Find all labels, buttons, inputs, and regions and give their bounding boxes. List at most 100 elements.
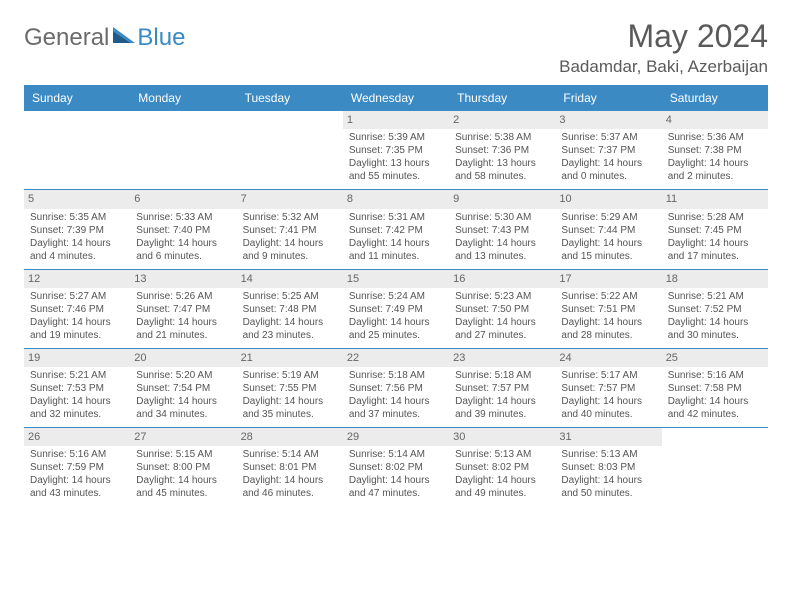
- calendar-day: 3Sunrise: 5:37 AMSunset: 7:37 PMDaylight…: [555, 111, 661, 189]
- sunset-text: Sunset: 7:44 PM: [561, 224, 655, 237]
- calendar-day: 15Sunrise: 5:24 AMSunset: 7:49 PMDayligh…: [343, 270, 449, 348]
- title-block: May 2024 Badamdar, Baki, Azerbaijan: [559, 18, 768, 77]
- brand-part2: Blue: [137, 24, 185, 52]
- sunset-text: Sunset: 8:00 PM: [136, 461, 230, 474]
- daylight-text: Daylight: 14 hours and 39 minutes.: [455, 395, 549, 421]
- dow-thursday: Thursday: [449, 85, 555, 111]
- day-number: 16: [449, 270, 555, 288]
- sunrise-text: Sunrise: 5:28 AM: [668, 211, 762, 224]
- sunset-text: Sunset: 7:51 PM: [561, 303, 655, 316]
- daylight-text: Daylight: 14 hours and 50 minutes.: [561, 474, 655, 500]
- day-number: 1: [343, 111, 449, 129]
- day-number: 31: [555, 428, 661, 446]
- sunset-text: Sunset: 8:03 PM: [561, 461, 655, 474]
- sunrise-text: Sunrise: 5:17 AM: [561, 369, 655, 382]
- sunrise-text: Sunrise: 5:25 AM: [243, 290, 337, 303]
- calendar-day: 18Sunrise: 5:21 AMSunset: 7:52 PMDayligh…: [662, 270, 768, 348]
- day-number: 21: [237, 349, 343, 367]
- sunset-text: Sunset: 7:47 PM: [136, 303, 230, 316]
- day-number: 7: [237, 190, 343, 208]
- sunrise-text: Sunrise: 5:29 AM: [561, 211, 655, 224]
- daylight-text: Daylight: 14 hours and 42 minutes.: [668, 395, 762, 421]
- day-number: 10: [555, 190, 661, 208]
- sunrise-text: Sunrise: 5:36 AM: [668, 131, 762, 144]
- calendar-day: 28Sunrise: 5:14 AMSunset: 8:01 PMDayligh…: [237, 428, 343, 506]
- daylight-text: Daylight: 14 hours and 0 minutes.: [561, 157, 655, 183]
- calendar-grid: Sunday Monday Tuesday Wednesday Thursday…: [24, 85, 768, 506]
- calendar-day: 26Sunrise: 5:16 AMSunset: 7:59 PMDayligh…: [24, 428, 130, 506]
- sunrise-text: Sunrise: 5:13 AM: [561, 448, 655, 461]
- dow-monday: Monday: [130, 85, 236, 111]
- calendar-day: 24Sunrise: 5:17 AMSunset: 7:57 PMDayligh…: [555, 349, 661, 427]
- sunrise-text: Sunrise: 5:24 AM: [349, 290, 443, 303]
- sunrise-text: Sunrise: 5:14 AM: [349, 448, 443, 461]
- sunrise-text: Sunrise: 5:13 AM: [455, 448, 549, 461]
- sunset-text: Sunset: 8:02 PM: [349, 461, 443, 474]
- daylight-text: Daylight: 14 hours and 46 minutes.: [243, 474, 337, 500]
- day-number: 19: [24, 349, 130, 367]
- sunset-text: Sunset: 7:43 PM: [455, 224, 549, 237]
- sunrise-text: Sunrise: 5:27 AM: [30, 290, 124, 303]
- sunset-text: Sunset: 7:40 PM: [136, 224, 230, 237]
- sunset-text: Sunset: 7:59 PM: [30, 461, 124, 474]
- brand-logo: General Blue: [24, 24, 185, 52]
- daylight-text: Daylight: 14 hours and 17 minutes.: [668, 237, 762, 263]
- sunset-text: Sunset: 7:49 PM: [349, 303, 443, 316]
- sunrise-text: Sunrise: 5:20 AM: [136, 369, 230, 382]
- daylight-text: Daylight: 14 hours and 6 minutes.: [136, 237, 230, 263]
- sunset-text: Sunset: 7:48 PM: [243, 303, 337, 316]
- sunrise-text: Sunrise: 5:30 AM: [455, 211, 549, 224]
- sunrise-text: Sunrise: 5:39 AM: [349, 131, 443, 144]
- day-number: 26: [24, 428, 130, 446]
- calendar-day: 9Sunrise: 5:30 AMSunset: 7:43 PMDaylight…: [449, 190, 555, 268]
- calendar-week: 1Sunrise: 5:39 AMSunset: 7:35 PMDaylight…: [24, 111, 768, 190]
- sunrise-text: Sunrise: 5:19 AM: [243, 369, 337, 382]
- calendar-week: 5Sunrise: 5:35 AMSunset: 7:39 PMDaylight…: [24, 190, 768, 269]
- sunrise-text: Sunrise: 5:32 AM: [243, 211, 337, 224]
- daylight-text: Daylight: 14 hours and 34 minutes.: [136, 395, 230, 421]
- sunset-text: Sunset: 7:35 PM: [349, 144, 443, 157]
- sunset-text: Sunset: 7:50 PM: [455, 303, 549, 316]
- daylight-text: Daylight: 14 hours and 47 minutes.: [349, 474, 443, 500]
- calendar-day: [130, 111, 236, 189]
- day-number: 23: [449, 349, 555, 367]
- calendar-day: 1 Sunrise: 5:39 AMSunset: 7:35 PMDaylight…: [343, 111, 449, 189]
- calendar-day: 22Sunrise: 5:18 AMSunset: 7:56 PMDayligh…: [343, 349, 449, 427]
- daylight-text: Daylight: 14 hours and 2 minutes.: [668, 157, 762, 183]
- sunrise-text: Sunrise: 5:18 AM: [455, 369, 549, 382]
- day-number: 17: [555, 270, 661, 288]
- day-number: 6: [130, 190, 236, 208]
- calendar-day: 7Sunrise: 5:32 AMSunset: 7:41 PMDaylight…: [237, 190, 343, 268]
- day-number: 30: [449, 428, 555, 446]
- sunrise-text: Sunrise: 5:38 AM: [455, 131, 549, 144]
- day-number: 4: [662, 111, 768, 129]
- day-number: 12: [24, 270, 130, 288]
- daylight-text: Daylight: 13 hours and 58 minutes.: [455, 157, 549, 183]
- calendar-day: 2Sunrise: 5:38 AMSunset: 7:36 PMDaylight…: [449, 111, 555, 189]
- daylight-text: Daylight: 14 hours and 37 minutes.: [349, 395, 443, 421]
- sunset-text: Sunset: 7:55 PM: [243, 382, 337, 395]
- daylight-text: Daylight: 13 hours and 55 minutes.: [349, 157, 443, 183]
- brand-part1: General: [24, 24, 109, 52]
- sunset-text: Sunset: 7:58 PM: [668, 382, 762, 395]
- daylight-text: Daylight: 14 hours and 28 minutes.: [561, 316, 655, 342]
- day-number: 24: [555, 349, 661, 367]
- calendar-day: 5Sunrise: 5:35 AMSunset: 7:39 PMDaylight…: [24, 190, 130, 268]
- sunrise-text: Sunrise: 5:14 AM: [243, 448, 337, 461]
- day-number: 28: [237, 428, 343, 446]
- sunrise-text: Sunrise: 5:16 AM: [668, 369, 762, 382]
- day-number: 14: [237, 270, 343, 288]
- sunrise-text: Sunrise: 5:31 AM: [349, 211, 443, 224]
- calendar-day: 4Sunrise: 5:36 AMSunset: 7:38 PMDaylight…: [662, 111, 768, 189]
- day-number: 13: [130, 270, 236, 288]
- day-number: 2: [449, 111, 555, 129]
- calendar-day: 30Sunrise: 5:13 AMSunset: 8:02 PMDayligh…: [449, 428, 555, 506]
- daylight-text: Daylight: 14 hours and 21 minutes.: [136, 316, 230, 342]
- sunrise-text: Sunrise: 5:26 AM: [136, 290, 230, 303]
- calendar-day: 29Sunrise: 5:14 AMSunset: 8:02 PMDayligh…: [343, 428, 449, 506]
- daylight-text: Daylight: 14 hours and 40 minutes.: [561, 395, 655, 421]
- calendar-day: 12Sunrise: 5:27 AMSunset: 7:46 PMDayligh…: [24, 270, 130, 348]
- daylight-text: Daylight: 14 hours and 25 minutes.: [349, 316, 443, 342]
- day-number: 25: [662, 349, 768, 367]
- dow-wednesday: Wednesday: [343, 85, 449, 111]
